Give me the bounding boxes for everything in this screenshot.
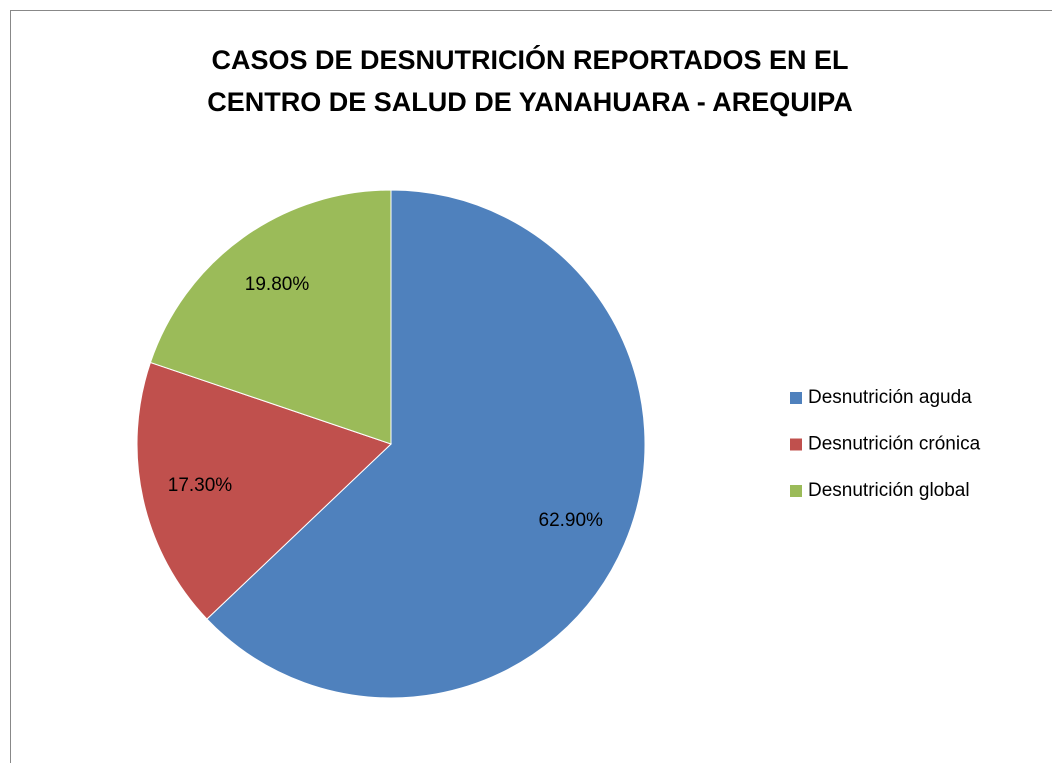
data-label: 17.30% — [168, 475, 233, 496]
pie-slice — [206, 189, 646, 699]
legend-swatch — [790, 485, 802, 497]
legend-swatch — [790, 438, 802, 451]
pie-slice — [149, 189, 392, 445]
legend-label: Desnutrición aguda — [808, 387, 972, 408]
pie-slice — [136, 361, 392, 620]
legend-label: Desnutrición crónica — [808, 434, 981, 455]
data-label: 62.90% — [539, 510, 604, 531]
data-label: 19.80% — [245, 274, 310, 295]
legend-swatch — [790, 392, 802, 404]
chart-title: CENTRO DE SALUD DE YANAHUARA - AREQUIPA — [207, 87, 853, 117]
legend-label: Desnutrición global — [808, 480, 970, 501]
chart-title: CASOS DE DESNUTRICIÓN REPORTADOS EN EL — [211, 44, 848, 75]
